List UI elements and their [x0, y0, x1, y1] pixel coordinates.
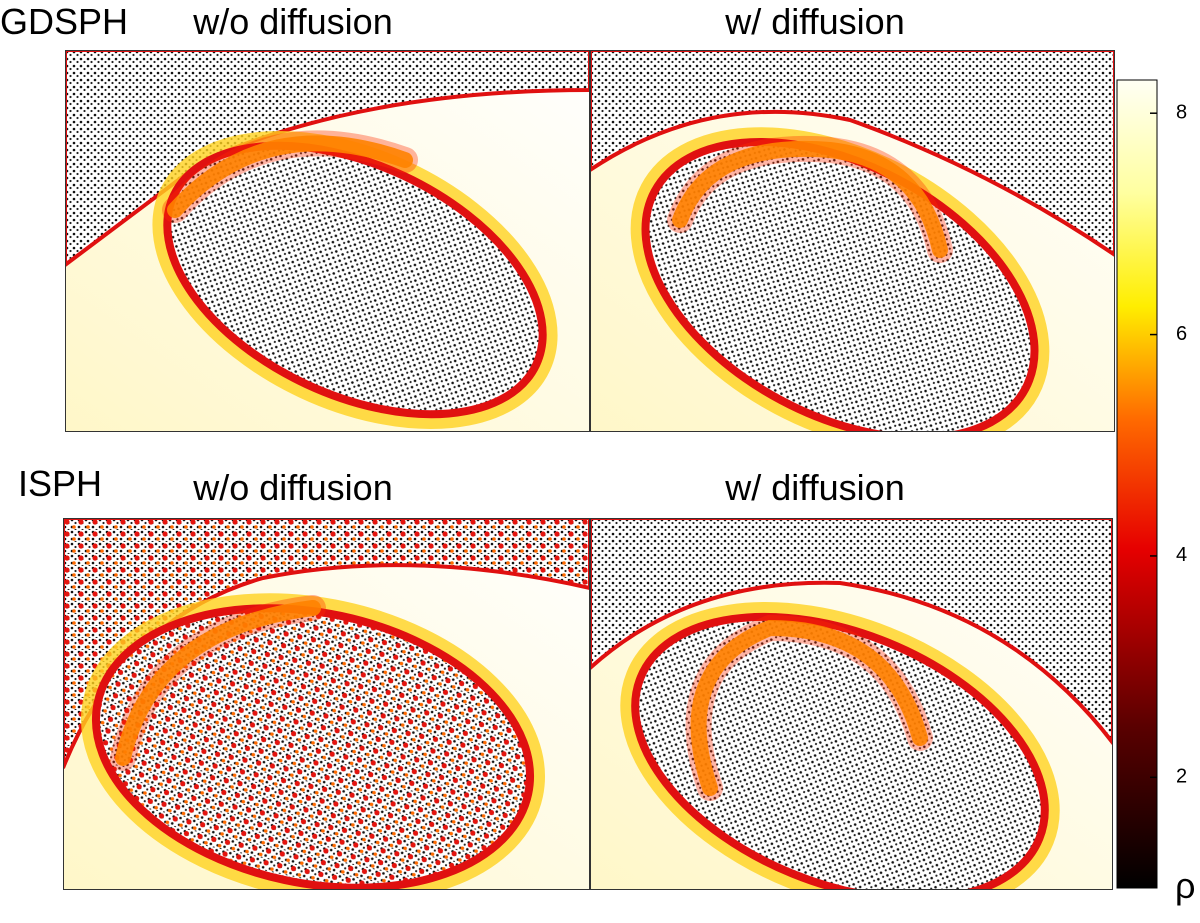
colorbar-tick-label: 6: [1176, 323, 1187, 345]
inner-glow-edge: [110, 595, 326, 771]
panel: [590, 50, 1115, 432]
panel-title: w/ diffusion: [724, 1, 904, 42]
particle-region: [590, 50, 1115, 258]
inner-glow: [690, 619, 928, 796]
vortex-glow: [81, 593, 545, 890]
vortex-glow: [620, 602, 1060, 890]
inner-glow-edge: [667, 135, 953, 263]
row-label: ISPH: [18, 463, 102, 504]
colorbar-tick-label: 2: [1176, 766, 1187, 788]
colorbar-tick-label: 8: [1176, 101, 1187, 123]
inner-glow: [167, 135, 413, 218]
particle-region: [590, 518, 1113, 747]
row-label: GDSPH: [0, 1, 128, 42]
panel-frame: [65, 50, 590, 432]
panel: [65, 50, 590, 432]
inner-glow-edge: [162, 130, 418, 223]
colorbar-tick-label: 4: [1176, 544, 1187, 566]
panel-frame: [590, 50, 1115, 432]
panel-frame: [63, 518, 590, 890]
panel: [590, 518, 1113, 890]
vortex-edge: [631, 612, 1049, 890]
vortex-glow: [152, 131, 558, 429]
panel-title: w/o diffusion: [192, 467, 392, 508]
inner-glow-edge: [685, 614, 933, 801]
vortex-edge: [163, 141, 547, 419]
panel: [63, 518, 590, 890]
inner-glow: [115, 600, 321, 766]
vortex-edge: [91, 604, 535, 890]
colorbar-label: ρ: [1175, 865, 1195, 906]
vortex: [152, 131, 558, 429]
vortex: [81, 593, 545, 890]
inner-glow: [672, 140, 948, 258]
panel-frame: [590, 518, 1113, 890]
panel-title: w/o diffusion: [192, 1, 392, 42]
colorbar: [1116, 79, 1158, 889]
panel-title: w/ diffusion: [724, 467, 904, 508]
vortex: [620, 602, 1060, 890]
